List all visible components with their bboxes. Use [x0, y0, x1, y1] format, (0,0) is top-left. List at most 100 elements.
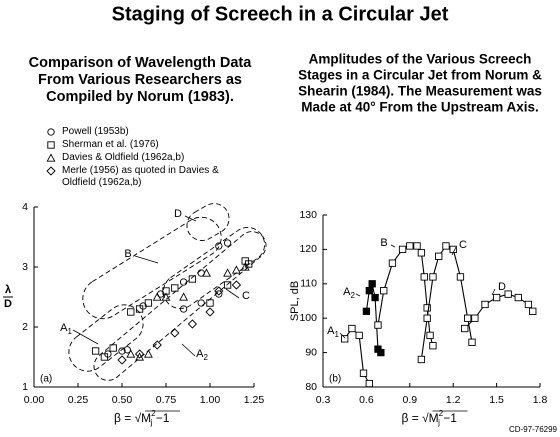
footer-id: CD-97-76299: [509, 425, 558, 434]
marker-square: [406, 242, 414, 250]
marker-square: [442, 242, 450, 250]
legend-label: Merle (1956) as quoted in Davies & Oldfi…: [62, 165, 219, 188]
marker-square: [420, 273, 428, 281]
marker-square: [423, 304, 431, 312]
marker-square: [377, 348, 385, 357]
marker-square: [461, 324, 469, 333]
x-tick-label: 1.5: [489, 394, 504, 406]
y-tick-label: 110: [300, 278, 317, 290]
marker-square: [100, 353, 109, 361]
marker-square: [471, 314, 479, 322]
stage-letter: B: [380, 237, 387, 249]
marker-circle: [47, 128, 55, 136]
page-title: Staging of Screech in a Circular Jet: [112, 3, 449, 25]
leader-line: [184, 215, 197, 222]
marker-square: [127, 308, 135, 316]
marker-square: [109, 344, 117, 352]
y-label-numerator: λ: [5, 284, 11, 296]
marker-square: [456, 273, 465, 281]
x-label-part: 2: [439, 409, 444, 418]
stage-label: C: [459, 239, 467, 251]
marker-triangle: [152, 292, 162, 301]
marker-square: [492, 293, 501, 302]
legend-icon: [47, 141, 55, 149]
leader-line: [390, 244, 396, 248]
x-tick-label: 1.8: [533, 394, 548, 406]
marker-triangle: [179, 292, 189, 301]
leader-line: [339, 332, 346, 339]
marker-square: [223, 281, 232, 289]
marker-circle: [223, 239, 232, 247]
outline-a1: [68, 304, 144, 372]
marker-square: [468, 338, 476, 346]
y-tick-label: 4: [22, 201, 28, 213]
y-tick-label: 3: [22, 261, 28, 273]
y-tick-label: 120: [299, 243, 317, 255]
y-tick-label: 130: [299, 209, 317, 221]
marker-square: [374, 321, 382, 329]
marker-diamond: [170, 328, 180, 338]
legend-entry: Sherman et al. (1976): [44, 139, 244, 151]
stage-subscript: 2: [350, 291, 355, 300]
marker-square: [355, 331, 363, 340]
marker-triangle: [202, 268, 211, 277]
x-tick-label: 1.25: [244, 394, 265, 406]
stage-letter: D: [498, 281, 506, 293]
x-label-part: −1: [440, 411, 457, 425]
stage-label: A2: [343, 286, 355, 300]
legend: Powell (1953b) Sherman et al. (1976) Davie…: [44, 126, 244, 190]
legend-icon: [46, 153, 56, 162]
x-label-part: M: [141, 411, 151, 425]
x-label-part: j: [150, 418, 153, 427]
marker-square: [449, 245, 457, 254]
x-tick-label: 0.9: [402, 394, 417, 406]
y-tick-label: 2: [22, 321, 28, 333]
marker-square: [91, 347, 100, 355]
marker-triangle: [240, 262, 250, 271]
marker-square: [413, 242, 421, 250]
panel-heading: Made at 40° From the Upstream Axis.: [301, 100, 538, 115]
stage-subscript: 1: [334, 330, 339, 339]
marker-triangle: [126, 349, 136, 358]
marker-square: [365, 379, 373, 388]
x-tick-label: 0.75: [156, 394, 177, 406]
stage-label: D: [174, 208, 182, 220]
panel-heading: Stages in a Circular Jet from Norum &: [298, 68, 542, 83]
leader-line: [134, 255, 159, 264]
marker-square: [135, 305, 144, 313]
marker-triangle: [46, 153, 56, 162]
marker-square: [348, 324, 356, 333]
marker-square: [380, 287, 388, 295]
stage-label: C: [242, 290, 250, 302]
x-axis-label: β = √M2 j −1: [114, 409, 170, 427]
y-axis-label: SPL, dB: [289, 281, 301, 321]
outline-a2: [93, 231, 267, 381]
marker-triangle: [223, 268, 233, 277]
panel-label: (b): [329, 374, 341, 385]
marker-square: [144, 299, 153, 307]
outline-c: [162, 227, 266, 309]
stage-label: B: [380, 237, 387, 249]
marker-circle: [179, 305, 188, 313]
panel-heading: Amplitudes of the Various Screech: [309, 52, 532, 67]
x-label-part: −1: [152, 411, 169, 425]
y-tick-label: 90: [305, 346, 317, 358]
x-tick-label: 1.00: [200, 394, 221, 406]
y-tick-label: 1: [22, 381, 28, 393]
x-label-part: j: [437, 418, 440, 427]
y-tick-label: 80: [305, 381, 317, 393]
x-tick-label: 0.25: [68, 394, 89, 406]
marker-square: [529, 307, 537, 315]
marker-square: [504, 290, 512, 298]
marker-square: [388, 259, 397, 267]
marker-square: [47, 141, 55, 149]
marker-square: [371, 293, 379, 302]
marker-square: [341, 335, 349, 343]
stage-letter: A: [327, 325, 335, 337]
x-tick-label: 1.2: [446, 394, 461, 406]
panel-label: (a): [40, 374, 52, 385]
marker-triangle: [231, 265, 241, 274]
leader-line: [225, 288, 240, 299]
marker-circle: [123, 346, 131, 354]
stage-subscript: 1: [67, 327, 72, 336]
